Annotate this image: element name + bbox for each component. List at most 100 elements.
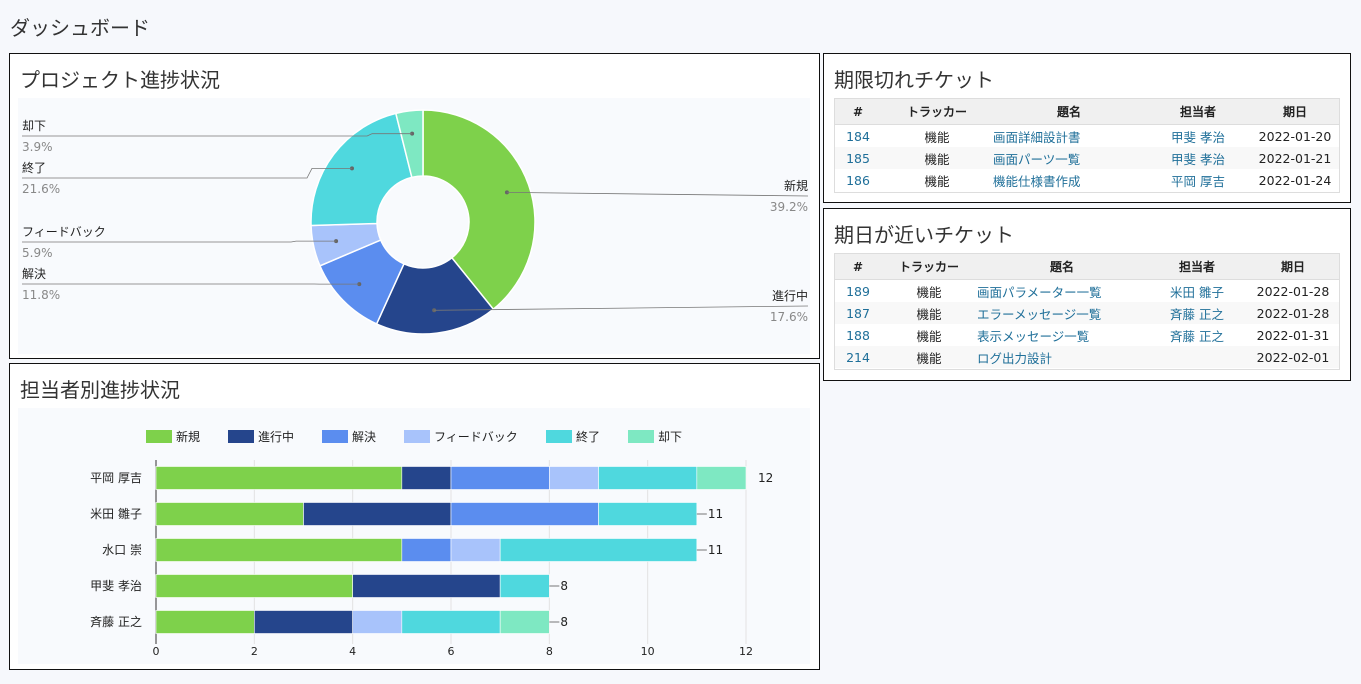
ticket-subject-link[interactable]: 画面パーツ一覧 <box>993 147 1145 169</box>
column-header[interactable]: 担当者 <box>1147 254 1247 280</box>
column-header[interactable]: # <box>835 99 881 125</box>
leader-dot <box>432 308 437 313</box>
table-row[interactable]: 184 機能 画面詳細設計書 甲斐 孝治 2022-01-20 <box>835 125 1339 148</box>
pie-slice[interactable] <box>375 256 495 335</box>
legend-label[interactable]: 却下 <box>658 430 682 444</box>
bar-segment[interactable] <box>352 574 501 598</box>
bar-segment[interactable] <box>450 466 550 490</box>
column-header[interactable]: # <box>835 254 881 280</box>
panel-title: プロジェクト進捗状況 <box>20 68 220 92</box>
due-date-cell: 2022-01-31 <box>1256 327 1330 343</box>
pie-slice[interactable] <box>422 109 536 311</box>
bar-segment[interactable] <box>696 466 747 490</box>
ticket-id-link[interactable]: 186 <box>846 172 870 188</box>
column-header[interactable]: 期日 <box>1247 254 1339 280</box>
due-date-cell: 2022-01-24 <box>1258 172 1332 188</box>
slice-percent: 3.9% <box>22 140 53 154</box>
bar-segment[interactable] <box>401 466 452 490</box>
ticket-subject-link[interactable]: ログ出力設計 <box>977 346 1147 368</box>
ticket-id-link[interactable]: 185 <box>835 147 881 169</box>
legend-label[interactable]: 新規 <box>176 429 200 444</box>
slice-percent: 21.6% <box>22 182 60 196</box>
assignee-link[interactable]: 平岡 厚吉 <box>1171 173 1225 189</box>
slice-label: 新規 <box>784 178 808 193</box>
upcoming-tickets-panel: 期日が近いチケット # トラッカー 題名 担当者 期日 189 機能 画面パラメータ… <box>823 208 1351 381</box>
pie-slice[interactable] <box>310 112 413 227</box>
bar-segment[interactable] <box>499 538 698 562</box>
bar-segment[interactable] <box>401 610 501 634</box>
slice-label: 進行中 <box>772 288 808 303</box>
bar-segment[interactable] <box>598 502 698 526</box>
legend-label[interactable]: 終了 <box>576 429 600 444</box>
panel-title: 担当者別進捗状況 <box>20 378 180 402</box>
bar-segment[interactable] <box>352 610 403 634</box>
leader-line <box>22 240 337 243</box>
x-tick-label: 4 <box>349 645 356 658</box>
bar-segment[interactable] <box>155 610 255 634</box>
legend-swatch <box>404 430 430 443</box>
column-header[interactable]: 題名 <box>977 254 1147 280</box>
total-label: 8 <box>560 615 568 629</box>
legend-label[interactable]: 進行中 <box>258 429 294 444</box>
ticket-subject-link[interactable]: 表示メッセージ一覧 <box>977 328 1090 344</box>
table-row[interactable]: 185 機能 画面パーツ一覧 甲斐 孝治 2022-01-21 <box>835 147 1339 169</box>
bar-segment[interactable] <box>155 466 403 490</box>
leader-line <box>22 133 413 137</box>
overdue-table-wrapper: # トラッカー 題名 担当者 期日 184 機能 画面詳細設計書 甲斐 孝治 2022-… <box>834 98 1340 193</box>
ticket-subject-link[interactable]: 画面パラメーター一覧 <box>977 284 1102 300</box>
project-progress-panel: プロジェクト進捗状況 新規 39.2% 進行中 17.6% 解決 11.8% フィードバック… <box>9 53 820 359</box>
assignee-link[interactable]: 甲斐 孝治 <box>1145 147 1251 169</box>
assignee-link[interactable] <box>1147 346 1247 368</box>
ticket-id-link[interactable]: 187 <box>835 302 881 324</box>
column-header[interactable]: トラッカー <box>881 254 977 280</box>
panel-title: 期日が近いチケット <box>834 223 1014 247</box>
table-row[interactable]: 214 機能 ログ出力設計 2022-02-01 <box>835 346 1339 368</box>
legend-label[interactable]: フィードバック <box>434 430 518 444</box>
ticket-subject-link[interactable]: 機能仕様書作成 <box>993 173 1081 189</box>
pie-slice[interactable] <box>394 109 424 179</box>
ticket-subject-link[interactable]: エラーメッセージ一覧 <box>977 302 1147 324</box>
ticket-id-link[interactable]: 189 <box>846 283 870 299</box>
tracker-cell: 機能 <box>881 346 977 368</box>
legend-label[interactable]: 解決 <box>352 430 376 444</box>
column-header[interactable]: 担当者 <box>1145 99 1251 125</box>
bar-segment[interactable] <box>155 574 353 598</box>
assignee-link[interactable]: 斉藤 正之 <box>1147 302 1247 324</box>
ticket-id-link[interactable]: 184 <box>846 128 870 144</box>
bar-segment[interactable] <box>450 502 599 526</box>
table-row[interactable]: 187 機能 エラーメッセージ一覧 斉藤 正之 2022-01-28 <box>835 302 1339 324</box>
x-tick-label: 6 <box>448 645 455 658</box>
bar-segment[interactable] <box>549 466 599 490</box>
column-header[interactable]: 題名 <box>993 99 1145 125</box>
slice-percent: 5.9% <box>22 246 53 260</box>
table-row[interactable]: 188 機能 表示メッセージ一覧 斉藤 正之 2022-01-31 <box>835 324 1339 346</box>
assignee-link[interactable]: 斉藤 正之 <box>1170 328 1224 344</box>
assignee-link[interactable]: 米田 雛子 <box>1170 284 1224 300</box>
table-row[interactable]: 186 機能 機能仕様書作成 平岡 厚吉 2022-01-24 <box>835 169 1339 191</box>
due-date-cell: 2022-01-28 <box>1256 283 1330 299</box>
table-row[interactable]: 189 機能 画面パラメーター一覧 米田 雛子 2022-01-28 <box>835 280 1339 303</box>
bar-segment[interactable] <box>155 538 403 562</box>
bar-segment[interactable] <box>303 502 452 526</box>
ticket-id-link[interactable]: 214 <box>835 346 881 368</box>
project-progress-chart: 新規 39.2% 進行中 17.6% 解決 11.8% フィードバック 5.9% 終了 21.6%… <box>18 98 810 354</box>
legend-swatch <box>146 430 172 443</box>
due-date-cell: 2022-01-20 <box>1258 128 1332 144</box>
tracker-cell: 機能 <box>881 302 977 324</box>
due-date-cell: 2022-01-28 <box>1247 302 1339 324</box>
bar-segment[interactable] <box>155 502 304 526</box>
ticket-subject-link[interactable]: 画面詳細設計書 <box>993 129 1081 145</box>
bar-segment[interactable] <box>499 610 550 634</box>
bar-segment[interactable] <box>598 466 698 490</box>
column-header[interactable]: トラッカー <box>881 99 993 125</box>
assignee-progress-panel: 担当者別進捗状況 新規 進行中 解決 フィードバック 終了 却下 0 2 4 6 8 10 12 平岡 厚… <box>9 363 820 670</box>
assignee-link[interactable]: 甲斐 孝治 <box>1171 129 1225 145</box>
tracker-cell: 機能 <box>924 129 950 145</box>
bar-segment[interactable] <box>450 538 501 562</box>
bar-segment[interactable] <box>401 538 452 562</box>
column-header[interactable]: 期日 <box>1251 99 1339 125</box>
ticket-id-link[interactable]: 188 <box>846 327 870 343</box>
bar-segment[interactable] <box>499 574 550 598</box>
bar-segment[interactable] <box>254 610 353 634</box>
slice-label: 解決 <box>22 267 46 281</box>
